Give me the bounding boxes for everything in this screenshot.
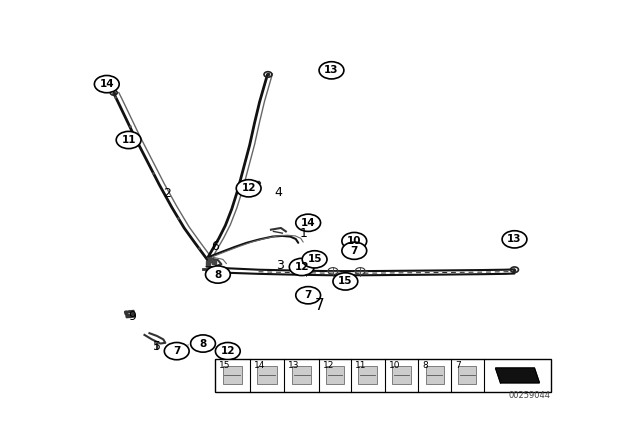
Text: 9: 9 xyxy=(128,310,136,323)
Bar xyxy=(358,366,377,384)
Text: 4: 4 xyxy=(275,186,282,199)
Bar xyxy=(257,366,276,384)
Text: 7: 7 xyxy=(173,346,180,356)
Text: 14: 14 xyxy=(301,218,316,228)
Bar xyxy=(458,366,476,384)
Text: 10: 10 xyxy=(388,361,400,370)
Bar xyxy=(426,366,444,384)
Circle shape xyxy=(216,342,240,360)
Text: 12: 12 xyxy=(241,183,256,193)
Text: 00259044: 00259044 xyxy=(508,391,550,400)
Bar xyxy=(215,359,551,392)
Circle shape xyxy=(236,180,261,197)
Text: 13: 13 xyxy=(508,234,522,244)
Bar xyxy=(292,366,311,384)
Text: 12: 12 xyxy=(221,346,235,356)
Text: 15: 15 xyxy=(219,361,230,370)
Circle shape xyxy=(94,76,119,93)
Circle shape xyxy=(302,251,327,268)
Text: 8: 8 xyxy=(422,361,428,370)
Circle shape xyxy=(164,342,189,360)
Text: 3: 3 xyxy=(276,259,284,272)
Circle shape xyxy=(342,233,367,250)
Text: 7: 7 xyxy=(351,246,358,256)
Circle shape xyxy=(502,231,527,248)
Circle shape xyxy=(296,287,321,304)
Circle shape xyxy=(116,131,141,149)
Text: 7: 7 xyxy=(305,290,312,300)
Text: 10: 10 xyxy=(347,236,362,246)
Text: 15: 15 xyxy=(307,254,322,264)
Text: 14: 14 xyxy=(99,79,114,89)
Circle shape xyxy=(333,273,358,290)
Text: 8: 8 xyxy=(214,270,221,280)
Text: 7: 7 xyxy=(455,361,461,370)
Text: 8: 8 xyxy=(200,339,207,349)
Circle shape xyxy=(289,258,314,276)
Text: 1: 1 xyxy=(300,227,307,240)
Text: 6: 6 xyxy=(211,240,219,253)
Circle shape xyxy=(319,62,344,79)
Text: 11: 11 xyxy=(355,361,366,370)
Text: 14: 14 xyxy=(253,361,265,370)
Bar xyxy=(223,366,242,384)
Text: 11: 11 xyxy=(122,135,136,145)
Circle shape xyxy=(342,242,367,259)
Text: 5: 5 xyxy=(153,340,161,353)
Bar xyxy=(326,366,344,384)
Circle shape xyxy=(205,266,230,283)
Text: 2: 2 xyxy=(163,187,171,200)
Circle shape xyxy=(191,335,216,352)
Text: 7: 7 xyxy=(315,298,324,313)
Text: 15: 15 xyxy=(338,276,353,286)
Circle shape xyxy=(296,214,321,232)
Bar xyxy=(392,366,411,384)
Text: 13: 13 xyxy=(288,361,300,370)
Polygon shape xyxy=(495,368,540,383)
Text: 12: 12 xyxy=(323,361,335,370)
Text: 12: 12 xyxy=(294,262,309,272)
Text: 13: 13 xyxy=(324,65,339,75)
